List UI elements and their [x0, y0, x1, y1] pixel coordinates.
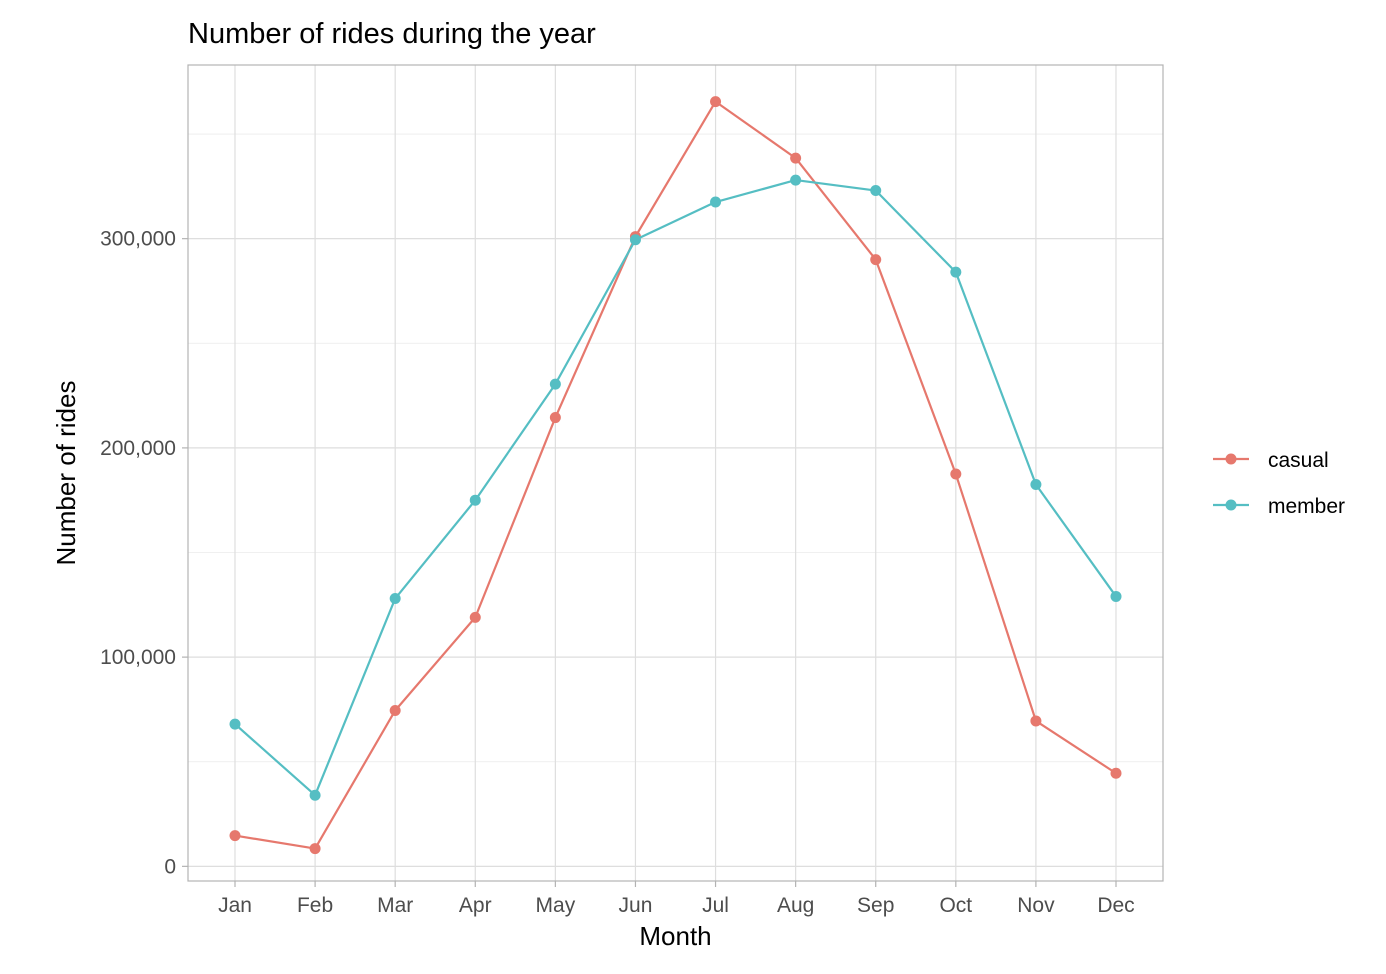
chart-title: Number of rides during the year: [188, 18, 596, 50]
data-point-casual: [710, 96, 722, 108]
x-tick-label: Jun: [619, 894, 653, 917]
legend-label: member: [1268, 495, 1345, 518]
data-point-member: [469, 494, 481, 506]
data-point-member: [950, 266, 962, 278]
x-axis-title: Month: [639, 921, 711, 951]
x-tick-label: Apr: [459, 894, 492, 917]
series-line-member: [234, 178, 1117, 797]
y-axis-title: Number of rides: [51, 381, 81, 566]
data-point-casual: [790, 152, 802, 164]
data-point-casual: [950, 468, 962, 480]
data-point-member: [790, 174, 802, 186]
data-point-member: [710, 196, 722, 208]
y-tick-label: 0: [164, 855, 176, 878]
data-point-casual: [870, 254, 882, 266]
data-point-member: [549, 378, 561, 390]
legend-key-point: [1225, 453, 1237, 465]
x-tick-label: Mar: [377, 894, 413, 917]
grid: [188, 65, 1163, 881]
x-tick-label: Jan: [218, 894, 252, 917]
x-tick-label: Dec: [1097, 894, 1134, 917]
y-tick-label: 200,000: [100, 437, 176, 460]
data-point-casual: [549, 412, 561, 424]
series-casual: [229, 96, 1122, 855]
data-point-member: [1110, 590, 1122, 602]
legend-item-member: member: [1213, 495, 1345, 518]
data-point-casual: [309, 843, 321, 855]
y-tick-label: 100,000: [100, 646, 176, 669]
series-layer: [229, 96, 1122, 855]
x-tick-label: Jul: [702, 894, 729, 917]
data-point-casual: [389, 704, 401, 716]
x-tick-label: Nov: [1017, 894, 1055, 917]
x-axis-ticks: Jan Feb Mar Apr May Jun Jul Aug Sep Oct Nov Dec: [218, 881, 1135, 917]
y-tick-label: 300,000: [100, 228, 176, 251]
x-tick-label: Aug: [777, 894, 814, 917]
legend-key-point: [1225, 499, 1237, 511]
data-point-member: [229, 718, 241, 730]
x-tick-label: Feb: [297, 894, 333, 917]
data-point-member: [389, 593, 401, 605]
legend-item-casual: casual: [1213, 449, 1329, 472]
data-point-member: [629, 234, 641, 246]
data-point-member: [870, 185, 882, 197]
data-point-casual: [469, 611, 481, 623]
x-tick-label: Oct: [939, 894, 972, 917]
plot-panel-border: [187, 64, 1164, 882]
legend-label: casual: [1268, 449, 1329, 472]
data-point-casual: [1030, 715, 1042, 727]
data-point-member: [1030, 479, 1042, 491]
series-line-casual: [234, 100, 1117, 850]
y-axis-ticks: 0 100,000 200,000 300,000: [100, 228, 188, 878]
data-point-casual: [229, 830, 241, 842]
series-member: [229, 174, 1122, 801]
data-point-member: [309, 789, 321, 801]
legend: casual member: [1213, 449, 1345, 518]
x-tick-label: May: [536, 894, 576, 917]
x-tick-label: Sep: [857, 894, 894, 917]
data-point-casual: [1110, 767, 1122, 779]
